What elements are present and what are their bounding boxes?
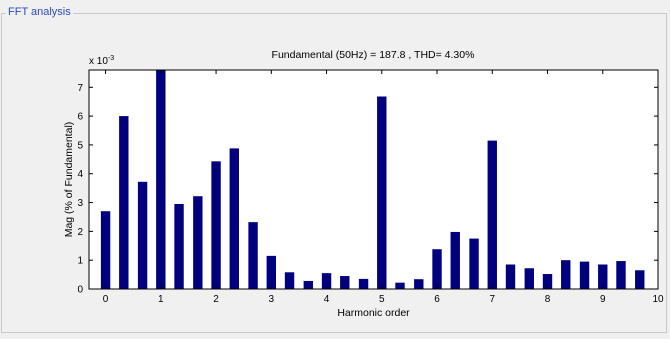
bar — [248, 222, 258, 289]
bar — [524, 268, 534, 289]
bar — [414, 279, 424, 289]
bar — [395, 282, 405, 289]
bars-group — [100, 70, 645, 290]
bar — [450, 231, 460, 289]
panel-title: FFT analysis — [6, 6, 73, 19]
y-tick-label: 0 — [77, 285, 83, 296]
chart-title: Fundamental (50Hz) = 187.8 , THD= 4.30% — [272, 49, 475, 61]
x-tick-label: 9 — [600, 294, 606, 305]
y-tick-label: 4 — [77, 169, 83, 180]
bar — [340, 276, 350, 289]
bar — [487, 140, 497, 289]
bar — [137, 181, 148, 289]
bar — [579, 261, 590, 289]
y-exponent-label: x 10-3 — [89, 55, 114, 67]
bar — [598, 264, 608, 289]
plot-frame — [88, 69, 659, 290]
bar — [432, 249, 442, 289]
bar — [284, 272, 295, 289]
bar — [193, 196, 203, 289]
x-ticks-group: 0 1 2 3 4 5 6 7 8 9 10 — [103, 70, 664, 305]
bar — [174, 203, 184, 289]
x-tick-label: 2 — [213, 294, 219, 305]
x-tick-label: 6 — [434, 294, 440, 305]
bar — [119, 116, 129, 290]
x-tick-label: 0 — [103, 294, 109, 305]
x-tick-label: 10 — [652, 294, 664, 305]
x-tick-label: 8 — [545, 294, 551, 305]
bar — [303, 280, 314, 289]
bar — [635, 270, 645, 289]
bar — [358, 278, 369, 289]
bar — [156, 70, 166, 289]
x-axis-label: Harmonic order — [337, 307, 410, 319]
bar — [321, 273, 332, 289]
x-tick-label: 1 — [158, 294, 164, 305]
y-ticks-group: 0 1 2 3 4 5 6 7 — [77, 83, 658, 296]
bar — [377, 96, 387, 289]
bar — [100, 211, 111, 289]
bar — [542, 274, 553, 289]
bar — [561, 260, 571, 289]
y-tick-label: 5 — [77, 140, 83, 151]
x-tick-label: 3 — [269, 294, 275, 305]
x-tick-label: 7 — [489, 294, 495, 305]
y-tick-label: 7 — [77, 83, 83, 94]
bar — [229, 148, 239, 289]
bar — [266, 255, 276, 289]
x-tick-label: 5 — [379, 294, 385, 305]
y-tick-label: 3 — [77, 198, 83, 209]
bar — [469, 238, 479, 289]
y-tick-label: 6 — [77, 112, 83, 123]
y-tick-label: 1 — [77, 256, 83, 267]
y-tick-label: 2 — [77, 227, 83, 238]
y-axis-label: Mag (% of Fundamental) — [63, 122, 75, 238]
x-tick-label: 4 — [324, 294, 330, 305]
fft-analysis-panel — [1, 13, 667, 333]
bar — [616, 261, 626, 289]
bar — [505, 264, 516, 289]
bar — [211, 161, 221, 289]
plot-area — [89, 70, 658, 289]
